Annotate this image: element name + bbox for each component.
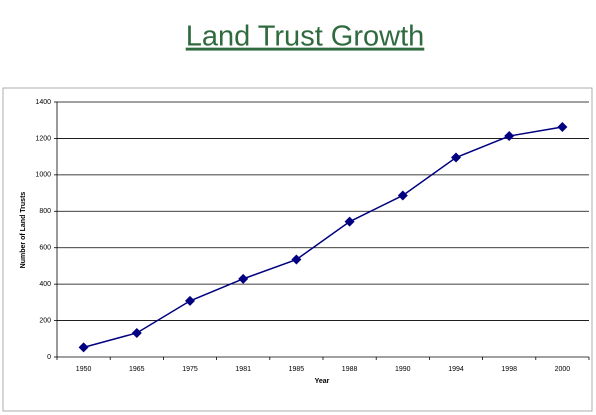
y-tick-label: 800 xyxy=(39,208,51,215)
y-tick-label: 200 xyxy=(39,317,51,324)
x-axis-title: Year xyxy=(315,378,330,385)
x-tick-label: 1990 xyxy=(395,366,411,373)
data-marker xyxy=(291,254,302,265)
data-marker xyxy=(131,327,142,338)
x-tick-label: 1975 xyxy=(182,366,198,373)
x-tick-label: 1965 xyxy=(129,366,145,373)
x-tick-label: 2000 xyxy=(555,366,571,373)
x-tick-label: 1994 xyxy=(448,366,464,373)
y-tick-label: 400 xyxy=(39,281,51,288)
data-marker xyxy=(397,190,408,201)
y-tick-label: 0 xyxy=(47,354,51,361)
x-tick-label: 1988 xyxy=(342,366,358,373)
x-tick-label: 1985 xyxy=(289,366,305,373)
data-line xyxy=(83,126,563,349)
y-tick-label: 1200 xyxy=(35,135,51,142)
data-marker xyxy=(78,342,89,353)
x-tick-label: 1950 xyxy=(76,366,92,373)
y-tick-label: 600 xyxy=(39,245,51,252)
x-tick-label: 1998 xyxy=(501,366,517,373)
y-tick-label: 1400 xyxy=(35,99,51,106)
data-marker xyxy=(344,216,355,227)
data-marker xyxy=(451,152,461,163)
data-marker xyxy=(238,273,249,284)
chart-frame xyxy=(2,87,593,412)
y-axis-title: Number of Land Trusts xyxy=(20,192,27,269)
data-marker xyxy=(185,295,195,306)
data-marker xyxy=(557,121,568,132)
x-tick-label: 1981 xyxy=(235,366,251,373)
chart-title: Land Trust Growth xyxy=(186,21,425,53)
data-marker xyxy=(504,131,515,142)
y-tick-label: 1000 xyxy=(35,172,51,179)
